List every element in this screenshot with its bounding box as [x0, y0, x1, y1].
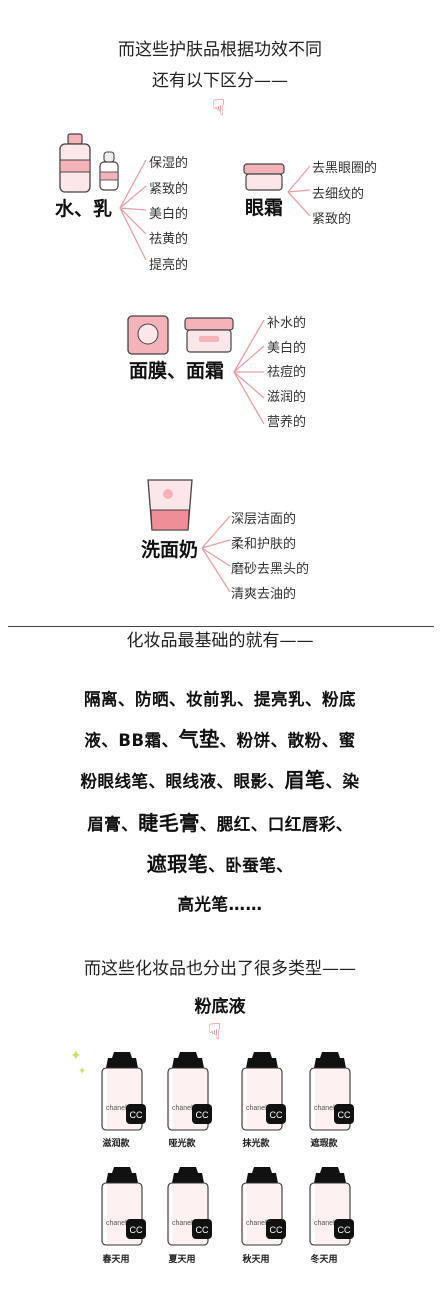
makeup-row-4-text-b: 、腮红、口红唇彩、	[199, 815, 353, 834]
svg-text:chanel: chanel	[314, 1220, 335, 1227]
makeup-row-4: 眉膏、睫毛膏、腮红、口红唇彩、	[0, 807, 440, 836]
makeup-row-1: 隔离、防晒、妆前乳、提亮乳、粉底	[0, 686, 440, 710]
makeup-row-2-text-b: 、粉饼、散粉、蜜	[219, 731, 356, 750]
svg-text:chanel: chanel	[314, 1105, 335, 1112]
svg-text:CC: CC	[130, 1225, 143, 1235]
types-heading: 而这些化妆品也分出了很多类型——	[84, 959, 356, 979]
foundation-row-1-bottle-4: chanel CC	[300, 1050, 360, 1136]
foundation-row-2-caption-4: 冬天用	[310, 1255, 338, 1265]
mask-cream-effect-3: 祛痘的	[267, 365, 307, 380]
cleanser-tube-icon	[147, 479, 193, 531]
eye-cream-effect-2: 去细纹的	[312, 187, 365, 202]
pointing-hand-icon: ☟	[212, 96, 226, 121]
makeup-row-2-emphasis: 气垫	[178, 727, 220, 751]
mask-cream-label: 面膜、面霜	[129, 360, 225, 382]
makeup-row-2-text-a: 液、BB霜、	[84, 731, 179, 750]
svg-text:CC: CC	[196, 1110, 209, 1120]
foundation-row-2-caption-1: 春天用	[102, 1255, 130, 1265]
foundation-row-2-bottle-4: chanel CC	[300, 1165, 360, 1251]
foundation-row-2-bottle-3: chanel CC	[232, 1165, 292, 1251]
water-milk-effect-4: 祛黄的	[149, 232, 189, 247]
foundation-row-2-caption-3: 秋天用	[242, 1255, 270, 1265]
foundation-row-1-bottle-1: chanel CC	[92, 1050, 152, 1136]
mask-cream-effect-5: 营养的	[267, 415, 307, 430]
water-milk-effect-2: 紧致的	[149, 182, 189, 197]
foundation-category-label: 粉底液	[194, 997, 246, 1017]
water-milk-effect-3: 美白的	[149, 207, 189, 222]
eye-cream-effect-3: 紧致的	[312, 212, 352, 227]
svg-text:chanel: chanel	[246, 1105, 267, 1112]
foundation-row-2-caption-2: 夏天用	[168, 1255, 196, 1265]
sparkle-icon-2: ✦	[78, 1066, 87, 1077]
eye-cream-effect-1: 去黑眼圈的	[312, 161, 378, 176]
mask-cream-effect-4: 滋润的	[267, 390, 307, 405]
svg-text:CC: CC	[196, 1225, 209, 1235]
water-milk-branch-lines	[119, 159, 147, 261]
makeup-row-5-text: 、卧蚕笔、	[208, 856, 294, 875]
svg-text:chanel: chanel	[172, 1220, 193, 1227]
header-line-1: 而这些护肤品根据功效不同	[118, 40, 322, 60]
svg-text:chanel: chanel	[106, 1220, 127, 1227]
svg-text:CC: CC	[338, 1225, 351, 1235]
makeup-row-5-emphasis: 遮瑕笔	[146, 852, 209, 876]
makeup-row-6: 高光笔……	[0, 891, 440, 915]
svg-text:chanel: chanel	[172, 1105, 193, 1112]
foundation-row-2-bottle-2: chanel CC	[158, 1165, 218, 1251]
mask-cream-branch-lines	[233, 319, 265, 425]
foundation-row-1-caption-3: 抹光款	[242, 1139, 270, 1149]
water-milk-effect-5: 提亮的	[149, 258, 189, 273]
cleanser-branch-lines	[201, 515, 231, 593]
makeup-row-6-text: 高光笔……	[177, 895, 263, 914]
sparkle-icon: ✦	[70, 1048, 82, 1064]
makeup-row-3-text-a: 粉眼线笔、眼线液、眼影、	[80, 772, 285, 791]
water-milk-effect-1: 保湿的	[149, 156, 189, 171]
foundation-row-1-caption-2: 哑光款	[168, 1139, 196, 1149]
mask-cream-effect-2: 美白的	[267, 341, 307, 356]
svg-text:CC: CC	[270, 1225, 283, 1235]
foundation-row-1-caption-4: 遮瑕款	[310, 1139, 338, 1149]
svg-text:CC: CC	[130, 1110, 143, 1120]
foundation-row-1-bottle-2: chanel CC	[158, 1050, 218, 1136]
makeup-row-3-emphasis: 眉笔	[284, 768, 326, 792]
cleanser-effect-2: 柔和护肤的	[231, 537, 297, 552]
makeup-row-1-text: 隔离、防晒、妆前乳、提亮乳、粉底	[84, 690, 356, 709]
section-divider	[8, 626, 434, 627]
cleanser-effect-3: 磨砂去黑头的	[231, 562, 310, 577]
cleanser-effect-1: 深层洁面的	[231, 512, 297, 527]
mask-cream-effect-1: 补水的	[267, 316, 307, 331]
water-milk-label: 水、乳	[55, 198, 113, 220]
header-line-2: 还有以下区分——	[152, 71, 288, 91]
pointing-hand-icon-2: ☟	[208, 1020, 222, 1045]
foundation-row-2-bottle-1: chanel CC	[92, 1165, 152, 1251]
svg-text:CC: CC	[338, 1110, 351, 1120]
svg-text:CC: CC	[270, 1110, 283, 1120]
makeup-heading: 化妆品最基础的就有——	[126, 631, 314, 651]
svg-text:chanel: chanel	[246, 1220, 267, 1227]
makeup-row-5: 遮瑕笔、卧蚕笔、	[0, 848, 440, 877]
makeup-row-3-text-b: 、染	[325, 772, 360, 791]
eye-cream-label: 眼霜	[245, 197, 284, 219]
foundation-row-1-bottle-3: chanel CC	[232, 1050, 292, 1136]
makeup-row-4-text-a: 眉膏、	[87, 815, 139, 834]
toner-lotion-icon	[59, 133, 119, 193]
cleanser-effect-4: 清爽去油的	[231, 587, 297, 602]
face-cream-jar-icon	[184, 317, 234, 353]
eye-cream-jar-icon	[243, 163, 285, 191]
makeup-row-3: 粉眼线笔、眼线液、眼影、眉笔、染	[0, 764, 440, 793]
makeup-row-2: 液、BB霜、气垫、粉饼、散粉、蜜	[0, 723, 440, 752]
foundation-row-1-caption-1: 滋润款	[102, 1139, 130, 1149]
mask-packet-icon	[127, 315, 169, 355]
svg-text:chanel: chanel	[106, 1105, 127, 1112]
makeup-row-4-emphasis: 睫毛膏	[138, 811, 200, 835]
eye-cream-branch-lines	[287, 165, 311, 217]
cleanser-label: 洗面奶	[141, 539, 199, 561]
